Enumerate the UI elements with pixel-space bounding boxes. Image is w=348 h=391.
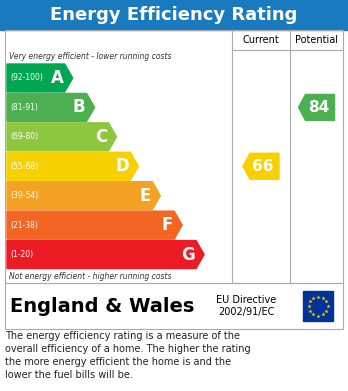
Text: lower the fuel bills will be.: lower the fuel bills will be. — [5, 370, 133, 380]
Text: the more energy efficient the home is and the: the more energy efficient the home is an… — [5, 357, 231, 367]
Text: B: B — [73, 99, 86, 117]
Text: 66: 66 — [252, 159, 274, 174]
Text: (1-20): (1-20) — [10, 250, 33, 259]
Bar — [5, 283, 343, 329]
Polygon shape — [299, 95, 334, 120]
Text: (69-80): (69-80) — [10, 132, 38, 141]
Text: G: G — [181, 246, 195, 264]
Text: C: C — [95, 128, 108, 146]
Text: England & Wales: England & Wales — [10, 296, 195, 316]
Text: overall efficiency of a home. The higher the rating: overall efficiency of a home. The higher… — [5, 344, 251, 354]
Text: (39-54): (39-54) — [10, 191, 38, 200]
Text: Not energy efficient - higher running costs: Not energy efficient - higher running co… — [9, 272, 172, 281]
Polygon shape — [7, 123, 117, 151]
Text: Current: Current — [243, 35, 279, 45]
Polygon shape — [7, 93, 95, 121]
Polygon shape — [7, 64, 73, 92]
Bar — [303, 291, 333, 321]
Polygon shape — [7, 211, 182, 239]
Bar — [5, 30, 343, 283]
Polygon shape — [7, 240, 204, 269]
Text: The energy efficiency rating is a measure of the: The energy efficiency rating is a measur… — [5, 331, 240, 341]
Polygon shape — [243, 153, 279, 179]
Polygon shape — [7, 152, 139, 180]
Bar — [0, 0, 348, 30]
Text: (81-91): (81-91) — [10, 103, 38, 112]
Text: (92-100): (92-100) — [10, 74, 43, 83]
Text: F: F — [162, 216, 173, 234]
Text: Very energy efficient - lower running costs: Very energy efficient - lower running co… — [9, 52, 172, 61]
Text: A: A — [51, 69, 64, 87]
Text: 84: 84 — [308, 100, 329, 115]
Polygon shape — [7, 182, 160, 210]
Text: (21-38): (21-38) — [10, 221, 38, 230]
Text: E: E — [140, 187, 151, 204]
Text: Energy Efficiency Rating: Energy Efficiency Rating — [50, 6, 298, 24]
Text: EU Directive
2002/91/EC: EU Directive 2002/91/EC — [216, 295, 276, 317]
Text: Potential: Potential — [295, 35, 338, 45]
Text: (55-68): (55-68) — [10, 162, 38, 171]
Text: D: D — [116, 157, 129, 175]
